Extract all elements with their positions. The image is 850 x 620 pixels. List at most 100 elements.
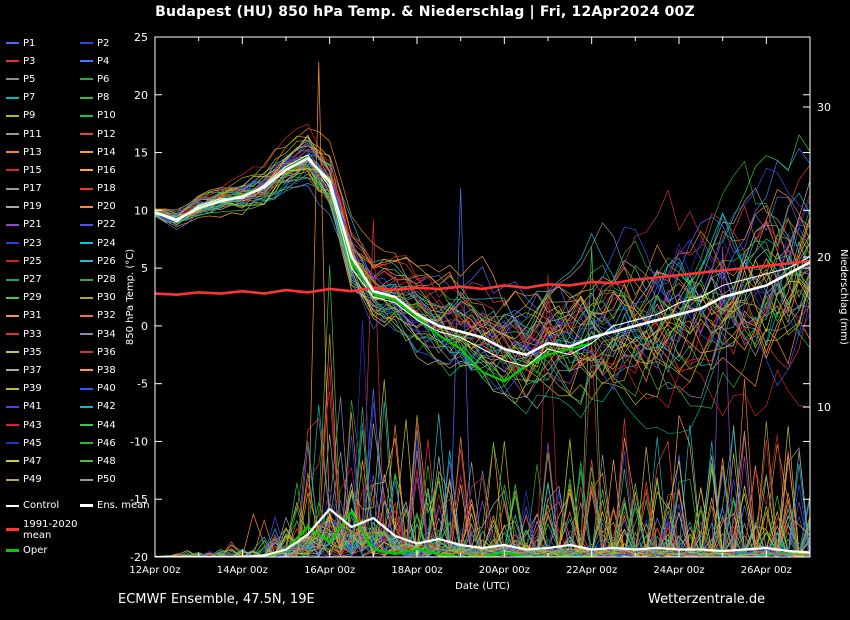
svg-text:-20: -20 (130, 551, 148, 564)
oper-label: Oper (23, 544, 48, 556)
legend-row: P31 P32 (6, 307, 154, 325)
legend-label: P25 (23, 255, 42, 267)
svg-text:10: 10 (134, 204, 148, 217)
ens-mean-swatch (80, 504, 93, 508)
svg-text:5: 5 (141, 262, 148, 275)
legend-item-climate: 1991-2020 mean (6, 519, 154, 541)
legend-item: P19 (6, 201, 80, 212)
legend-swatch (6, 351, 19, 354)
legend-item: P40 (80, 383, 154, 394)
legend-item: P42 (80, 401, 154, 412)
svg-text:12Apr 00z: 12Apr 00z (129, 565, 180, 576)
legend-swatch (6, 151, 19, 154)
legend-label: P26 (97, 255, 116, 267)
legend-item: P50 (80, 474, 154, 485)
legend-item: P7 (6, 92, 80, 103)
legend-row: P11 P12 (6, 125, 154, 143)
legend-swatch (6, 460, 19, 463)
legend-item: P1 (6, 38, 80, 49)
legend-row: P41 P42 (6, 398, 154, 416)
legend-item: P30 (80, 292, 154, 303)
legend-row: P21 P22 (6, 216, 154, 234)
legend-row: P23 P24 (6, 234, 154, 252)
legend-swatch (6, 424, 19, 427)
legend-swatch (6, 405, 19, 408)
climate-label: 1991-2020 mean (23, 518, 78, 541)
legend-item: P9 (6, 110, 80, 121)
control-label: Control (23, 500, 60, 512)
svg-text:10: 10 (817, 401, 831, 414)
legend-label: P38 (97, 364, 116, 376)
legend-swatch (6, 223, 19, 226)
legend-label: P15 (23, 164, 42, 176)
legend-item: P48 (80, 456, 154, 467)
legend-label: P10 (97, 110, 116, 122)
legend-row: P27 P28 (6, 270, 154, 288)
legend-row: P5 P6 (6, 70, 154, 88)
legend-swatch (80, 278, 93, 281)
legend-row: P1 P2 (6, 34, 154, 52)
legend-item: P38 (80, 365, 154, 376)
svg-text:0: 0 (141, 320, 148, 333)
control-swatch (6, 504, 19, 507)
legend-item: P26 (80, 256, 154, 267)
legend-label: P50 (97, 474, 116, 486)
legend-swatch (80, 60, 93, 63)
legend-label: P45 (23, 437, 42, 449)
legend-item: P20 (80, 201, 154, 212)
svg-text:18Apr 00z: 18Apr 00z (391, 565, 442, 576)
legend-label: P27 (23, 274, 42, 286)
legend-row: P17 P18 (6, 180, 154, 198)
legend-swatch (80, 314, 93, 317)
legend-swatch (80, 187, 93, 190)
legend-label: P31 (23, 310, 42, 322)
legend-swatch (80, 151, 93, 154)
legend-item: P24 (80, 238, 154, 249)
legend-item: P21 (6, 219, 80, 230)
legend-item: P17 (6, 183, 80, 194)
legend-label: P46 (97, 437, 116, 449)
legend-label: P4 (97, 55, 110, 67)
legend-label: P1 (23, 37, 36, 49)
legend-swatch (80, 351, 93, 354)
svg-text:16Apr 00z: 16Apr 00z (304, 565, 355, 576)
legend-label: P16 (97, 164, 116, 176)
svg-text:26Apr 00z: 26Apr 00z (741, 565, 792, 576)
legend-row: P37 P38 (6, 361, 154, 379)
legend-label: P39 (23, 383, 42, 395)
legend-label: P35 (23, 346, 42, 358)
legend-row-control: Control Ens. mean (6, 497, 154, 515)
legend-item: P43 (6, 420, 80, 431)
legend-label: P23 (23, 237, 42, 249)
legend-item: P46 (80, 438, 154, 449)
footer-branding: Wetterzentrale.de (648, 592, 766, 607)
legend-label: P42 (97, 401, 116, 413)
legend-label: P11 (23, 128, 42, 140)
legend-item-ens-mean: Ens. mean (80, 500, 154, 511)
footer-model-info: ECMWF Ensemble, 47.5N, 19E (118, 592, 315, 607)
legend-label: P3 (23, 55, 36, 67)
legend-swatch (6, 205, 19, 208)
legend-swatch (6, 78, 19, 81)
legend-row: P45 P46 (6, 434, 154, 452)
legend-swatch (6, 478, 19, 481)
legend-item: P47 (6, 456, 80, 467)
legend-item: P23 (6, 238, 80, 249)
legend-swatch (80, 114, 93, 117)
legend-label: P9 (23, 110, 36, 122)
legend-label: P44 (97, 419, 116, 431)
legend-label: P22 (97, 219, 116, 231)
legend-row: P19 P20 (6, 198, 154, 216)
legend-swatch (6, 260, 19, 263)
legend-item: P44 (80, 420, 154, 431)
svg-text:25: 25 (134, 31, 148, 44)
legend-item: P14 (80, 147, 154, 158)
legend-label: P28 (97, 274, 116, 286)
legend-item: P5 (6, 74, 80, 85)
legend-swatch (80, 424, 93, 427)
svg-text:Niederschlag (mm): Niederschlag (mm) (838, 249, 849, 345)
legend-label: P2 (97, 37, 110, 49)
legend-item: P4 (80, 56, 154, 67)
legend-item: P25 (6, 256, 80, 267)
